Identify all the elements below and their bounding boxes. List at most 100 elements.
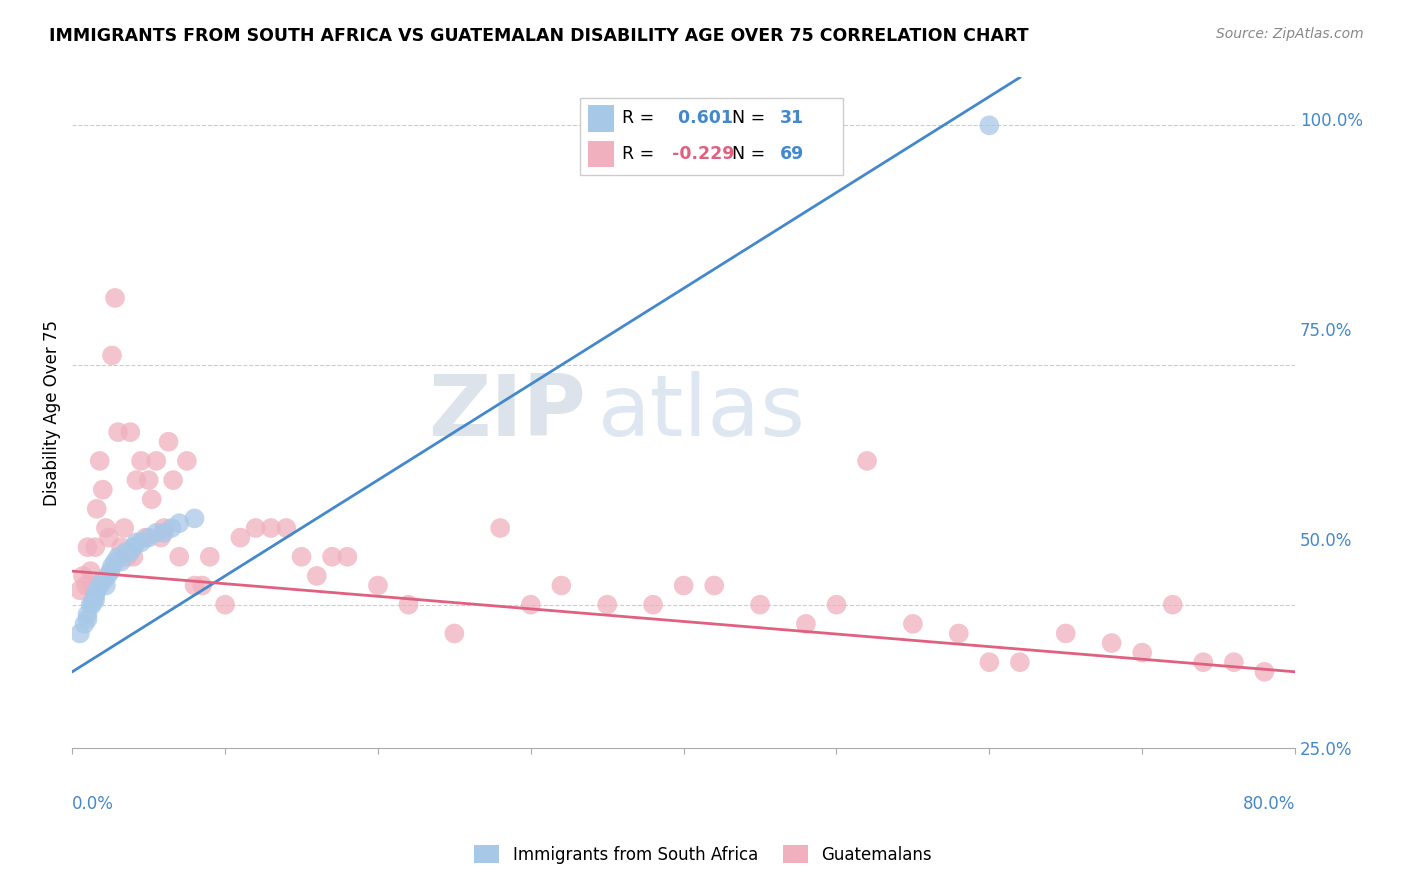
Point bbox=[153, 525, 176, 540]
Point bbox=[550, 578, 572, 592]
Point bbox=[83, 593, 105, 607]
Point bbox=[72, 569, 94, 583]
Point bbox=[443, 626, 465, 640]
Point bbox=[703, 578, 725, 592]
Point bbox=[167, 516, 190, 531]
Point bbox=[84, 540, 107, 554]
Point bbox=[104, 291, 127, 305]
Point bbox=[110, 540, 132, 554]
Point bbox=[94, 578, 117, 592]
Point bbox=[229, 531, 252, 545]
Point bbox=[749, 598, 772, 612]
Point bbox=[290, 549, 312, 564]
Point bbox=[101, 348, 124, 362]
Point bbox=[97, 531, 120, 545]
Point bbox=[979, 119, 1001, 133]
Point bbox=[125, 473, 148, 487]
Point bbox=[1253, 665, 1275, 679]
Point bbox=[794, 616, 817, 631]
Point bbox=[69, 626, 91, 640]
Point bbox=[107, 425, 129, 439]
Point bbox=[214, 598, 236, 612]
Point bbox=[120, 425, 142, 439]
Text: atlas: atlas bbox=[598, 371, 806, 454]
Text: Source: ZipAtlas.com: Source: ZipAtlas.com bbox=[1216, 27, 1364, 41]
Y-axis label: Disability Age Over 75: Disability Age Over 75 bbox=[44, 320, 60, 506]
Point bbox=[1130, 646, 1153, 660]
Point bbox=[153, 521, 176, 535]
Point bbox=[1223, 655, 1246, 669]
Point bbox=[856, 454, 879, 468]
Point bbox=[336, 549, 359, 564]
Point bbox=[145, 525, 167, 540]
Point bbox=[86, 501, 108, 516]
Point bbox=[1192, 655, 1215, 669]
Point bbox=[901, 616, 924, 631]
Point bbox=[489, 521, 512, 535]
Point bbox=[101, 559, 124, 574]
Point bbox=[162, 473, 184, 487]
Point bbox=[167, 549, 190, 564]
Point bbox=[672, 578, 695, 592]
Point bbox=[176, 454, 198, 468]
Point bbox=[69, 583, 91, 598]
Point bbox=[120, 545, 142, 559]
Point bbox=[73, 616, 96, 631]
Text: ZIP: ZIP bbox=[427, 371, 586, 454]
Point bbox=[183, 511, 205, 525]
Point bbox=[110, 555, 132, 569]
Point bbox=[157, 434, 180, 449]
Text: IMMIGRANTS FROM SOUTH AFRICA VS GUATEMALAN DISABILITY AGE OVER 75 CORRELATION CH: IMMIGRANTS FROM SOUTH AFRICA VS GUATEMAL… bbox=[49, 27, 1029, 45]
Point bbox=[135, 531, 157, 545]
Point bbox=[89, 454, 111, 468]
Point bbox=[82, 598, 104, 612]
Point bbox=[125, 535, 148, 549]
Point bbox=[129, 535, 152, 549]
Point bbox=[398, 598, 420, 612]
Point bbox=[260, 521, 283, 535]
Point bbox=[129, 454, 152, 468]
Point bbox=[641, 598, 664, 612]
Point bbox=[86, 583, 108, 598]
Point bbox=[1161, 598, 1184, 612]
Point bbox=[122, 540, 145, 554]
Point bbox=[94, 521, 117, 535]
Point bbox=[1054, 626, 1077, 640]
Point bbox=[149, 531, 172, 545]
Point bbox=[948, 626, 970, 640]
Point bbox=[520, 598, 543, 612]
Point bbox=[145, 454, 167, 468]
Point bbox=[84, 593, 107, 607]
Point bbox=[198, 549, 221, 564]
Point bbox=[979, 655, 1001, 669]
Point bbox=[91, 483, 114, 497]
Point bbox=[117, 549, 139, 564]
Point bbox=[825, 598, 848, 612]
Point bbox=[160, 521, 183, 535]
Legend: Immigrants from South Africa, Guatemalans: Immigrants from South Africa, Guatemalan… bbox=[468, 838, 938, 871]
Point bbox=[596, 598, 619, 612]
Point bbox=[191, 578, 214, 592]
Text: 0.0%: 0.0% bbox=[72, 796, 114, 814]
Point bbox=[96, 569, 118, 583]
Point bbox=[79, 598, 101, 612]
Point bbox=[76, 612, 98, 626]
Point bbox=[75, 578, 97, 592]
Point bbox=[305, 569, 328, 583]
Point bbox=[112, 521, 135, 535]
Point bbox=[84, 588, 107, 602]
Point bbox=[138, 531, 160, 545]
Point bbox=[79, 564, 101, 578]
Point bbox=[76, 607, 98, 622]
Point bbox=[276, 521, 298, 535]
Point bbox=[76, 540, 98, 554]
Point bbox=[91, 574, 114, 588]
Text: 80.0%: 80.0% bbox=[1243, 796, 1295, 814]
Point bbox=[122, 549, 145, 564]
Point bbox=[183, 578, 205, 592]
Point bbox=[321, 549, 343, 564]
Point bbox=[1008, 655, 1031, 669]
Point bbox=[104, 555, 127, 569]
Point bbox=[138, 473, 160, 487]
Point bbox=[114, 545, 136, 559]
